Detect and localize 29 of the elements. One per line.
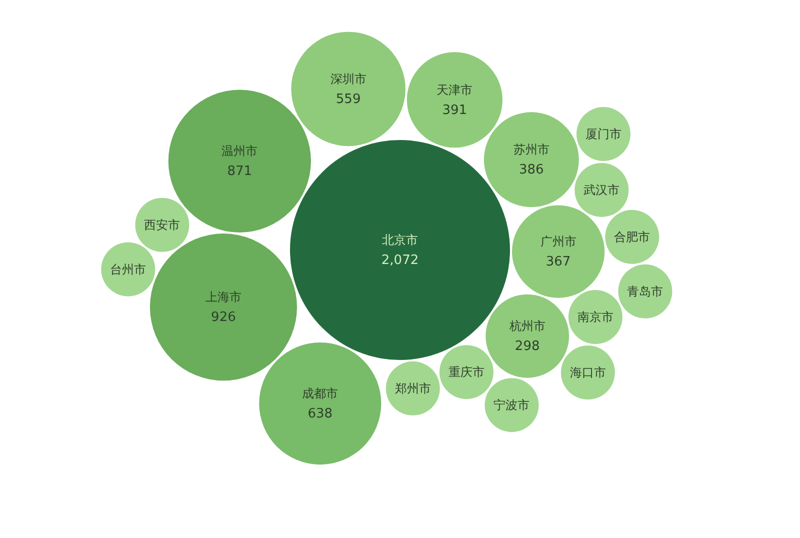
data-label: 638 bbox=[308, 406, 333, 422]
category-label: 杭州市 bbox=[508, 319, 546, 334]
category-label: 宁波市 bbox=[494, 398, 530, 412]
data-label: 926 bbox=[211, 310, 236, 326]
category-label: 深圳市 bbox=[330, 72, 366, 86]
data-label: 871 bbox=[227, 164, 252, 180]
category-label: 重庆市 bbox=[448, 365, 484, 380]
category-label: 上海市 bbox=[205, 290, 242, 304]
category-label: 海口市 bbox=[570, 366, 606, 380]
category-label: 厦门市 bbox=[585, 127, 622, 142]
category-label: 合肥市 bbox=[614, 230, 650, 244]
category-label: 青岛市 bbox=[627, 284, 664, 298]
data-label: 367 bbox=[546, 254, 571, 270]
data-label: 391 bbox=[442, 102, 468, 118]
category-label: 西安市 bbox=[144, 218, 180, 232]
data-label: 298 bbox=[514, 339, 540, 354]
data-label: 386 bbox=[519, 162, 544, 178]
category-label: 南京市 bbox=[577, 310, 614, 324]
category-label: 温州市 bbox=[222, 144, 258, 158]
data-label: 559 bbox=[336, 92, 361, 107]
category-label: 北京市 bbox=[382, 233, 418, 247]
category-label: 广州市 bbox=[540, 234, 576, 249]
category-label: 苏州市 bbox=[513, 142, 550, 157]
category-label: 郑州市 bbox=[394, 381, 431, 396]
category-label: 台州市 bbox=[110, 262, 146, 276]
category-label: 天津市 bbox=[436, 82, 473, 97]
category-label: 成都市 bbox=[302, 386, 338, 401]
category-label: 武汉市 bbox=[584, 182, 620, 197]
data-label: 2,072 bbox=[381, 253, 419, 268]
